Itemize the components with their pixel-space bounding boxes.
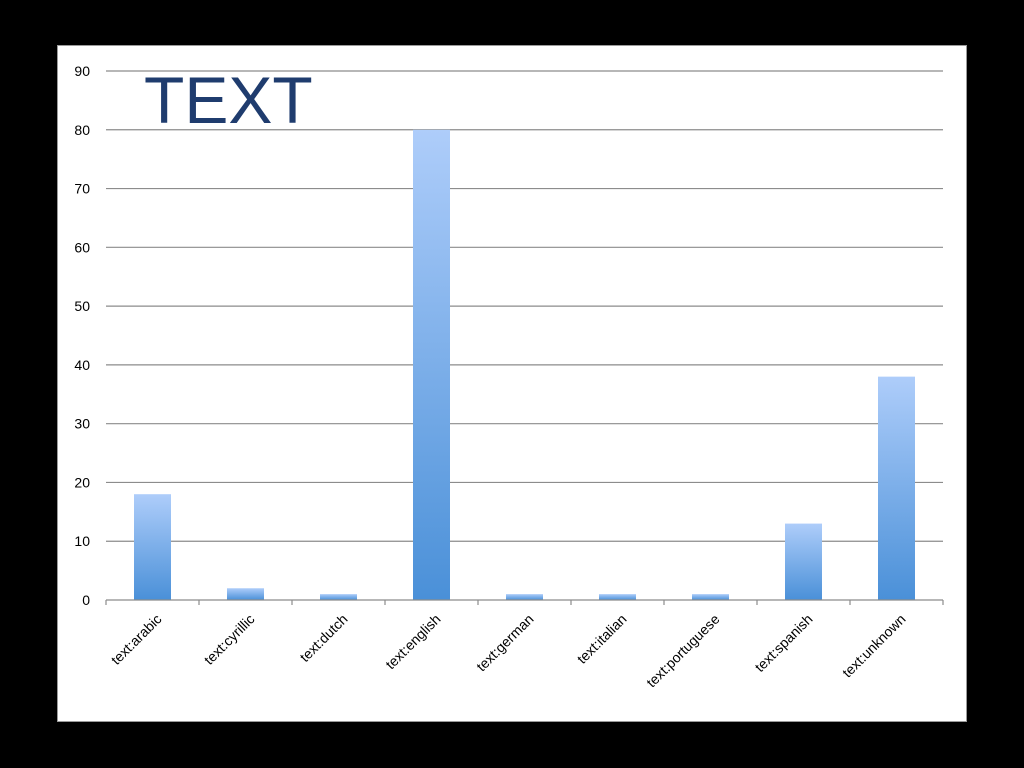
- x-category-label: text:spanish: [751, 611, 815, 675]
- x-axis: [105, 599, 944, 605]
- x-axis-labels: text:arabic text:cyrillic text:dutch text:e…: [108, 611, 909, 691]
- y-tick-label: 50: [74, 298, 90, 314]
- y-tick-label: 60: [74, 239, 90, 255]
- x-category-label: text:unknown: [839, 611, 909, 681]
- bar-text-dutch: [320, 594, 357, 600]
- bars: [134, 129, 915, 600]
- chart-title: TEXT: [144, 63, 313, 137]
- y-tick-label: 30: [74, 416, 90, 432]
- x-category-label: text:arabic: [108, 611, 165, 668]
- bar-chart: 0 10 20 30 40 50 60 70 80 90 text:arabic text:cyri…: [74, 63, 944, 691]
- y-axis-ticks: 0 10 20 30 40 50 60 70 80 90: [74, 63, 90, 608]
- x-category-label: text:dutch: [296, 611, 350, 665]
- y-tick-label: 70: [74, 181, 90, 197]
- x-category-label: text:german: [473, 611, 537, 675]
- bar-text-arabic: [134, 494, 171, 600]
- x-category-label: text:english: [382, 611, 443, 672]
- y-tick-label: 90: [74, 63, 90, 79]
- bar-text-german: [506, 594, 543, 600]
- x-category-label: text:cyrillic: [201, 611, 258, 668]
- y-tick-label: 0: [82, 592, 90, 608]
- bar-text-cyrillic: [227, 588, 264, 600]
- slide: 0 10 20 30 40 50 60 70 80 90 text:arabic text:cyri…: [57, 45, 967, 722]
- y-tick-label: 20: [74, 474, 90, 490]
- bar-text-italian: [599, 594, 636, 600]
- bar-text-portuguese: [692, 594, 729, 600]
- gridlines: [106, 70, 943, 542]
- y-tick-label: 10: [74, 533, 90, 549]
- y-tick-label: 80: [74, 122, 90, 138]
- bar-text-unknown: [878, 376, 915, 600]
- x-category-label: text:italian: [574, 611, 630, 667]
- y-tick-label: 40: [74, 357, 90, 373]
- bar-text-spanish: [785, 523, 822, 600]
- bar-text-english: [413, 129, 450, 600]
- x-category-label: text:portuguese: [643, 611, 723, 691]
